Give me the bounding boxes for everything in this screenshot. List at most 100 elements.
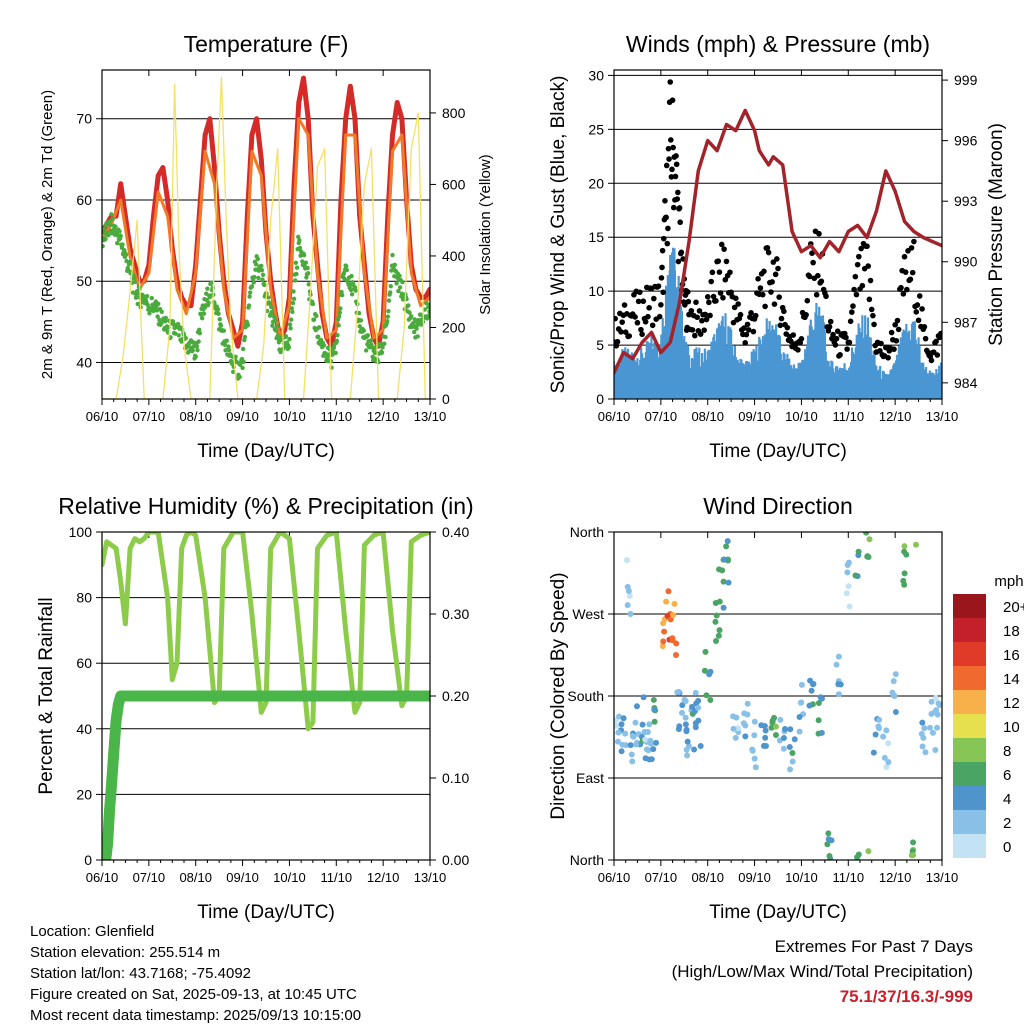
series-2m-td-point: [242, 334, 248, 340]
series-2m-td-point: [290, 309, 295, 315]
y-right-tick-label: 200: [442, 319, 466, 335]
series-2m-td-point: [209, 280, 214, 285]
wind-direction-point: [780, 735, 787, 742]
series-2m-td-point: [215, 307, 221, 312]
series-2m-td-point: [297, 245, 303, 251]
wind-direction-point: [744, 700, 751, 707]
series-gust-point: [759, 291, 766, 298]
wind-direction-point: [707, 696, 714, 703]
series-gust-point: [670, 204, 677, 211]
series-2m-td-point: [240, 346, 246, 352]
series-gust-point: [844, 346, 850, 352]
series-gust-point: [769, 279, 775, 285]
series-solar-insolation: [102, 76, 430, 399]
series-2m-td-point: [344, 267, 350, 273]
wind-direction-point: [891, 692, 898, 699]
elevation-text: Station elevation: 255.514 m: [30, 944, 221, 961]
series-gust-point: [670, 144, 676, 151]
wind-direction-point: [640, 694, 647, 701]
series-gust-point: [776, 294, 782, 300]
series-gust-point: [895, 326, 902, 333]
series-2m-td-point: [132, 279, 137, 285]
wind-direction-point: [732, 734, 739, 741]
series-gust-point: [858, 245, 864, 252]
series-2m-td-point: [290, 300, 296, 306]
wind-direction-point: [901, 581, 908, 588]
series-2m-td-point: [115, 240, 120, 246]
series-2m-td-point: [249, 284, 255, 289]
wind-direction-point: [629, 758, 636, 765]
series-2m-td-point: [337, 310, 342, 315]
wind-direction-point: [921, 725, 928, 732]
wind-direction-point: [618, 748, 625, 755]
wind-direction-point: [843, 590, 850, 597]
series-gust-point: [745, 327, 752, 333]
wind-direction-point: [872, 731, 879, 738]
series-gust-point: [635, 298, 642, 305]
series-gust-point: [852, 273, 859, 280]
series-2m-td-point: [102, 226, 107, 232]
location-text: Location: Glenfield: [30, 923, 155, 940]
wind-direction-point: [810, 680, 817, 687]
wind-direction-point: [798, 699, 805, 706]
series-2m-td-point: [117, 229, 122, 234]
wind-direction-point: [622, 730, 629, 737]
y-tick-label: 60: [76, 655, 92, 671]
series-2m-td-point: [288, 317, 294, 322]
series-gust-point: [639, 331, 645, 338]
colorbar-label: 18: [1003, 623, 1020, 640]
series-2m-td-point: [409, 314, 414, 319]
x-tick-label: 11/10: [320, 870, 352, 885]
series-gust-point: [634, 319, 641, 326]
x-tick-label: 10/10: [785, 870, 818, 885]
station-info: Location: Glenfield Station elevation: 2…: [30, 921, 361, 1026]
series-2m-td-point: [108, 222, 113, 227]
y-tick-label: South: [567, 688, 604, 704]
series-2m-td-point: [400, 279, 405, 285]
wind-direction-point: [835, 681, 842, 688]
x-axis-label: Time (Day/UTC): [709, 441, 847, 462]
series-2m-td-point: [222, 342, 228, 348]
y-right-tick-label: 0.00: [442, 852, 469, 868]
wind-direction-point: [624, 602, 631, 609]
series-2m-td-point: [425, 314, 430, 319]
series-gust-point: [856, 253, 862, 260]
series-gust-point: [723, 258, 730, 265]
series-gust-point: [846, 339, 853, 346]
wind-direction-point: [749, 747, 756, 754]
wind-direction-point: [646, 721, 653, 728]
series-gust-point: [677, 219, 683, 226]
wind-direction-point: [618, 721, 625, 728]
y-right-tick-label: 600: [442, 176, 466, 192]
y-right-tick-label: 984: [954, 375, 978, 391]
series-gust-point: [871, 321, 877, 328]
x-tick-label: 10/10: [273, 870, 306, 885]
wind-direction-point: [721, 556, 728, 563]
series-gust-point: [682, 302, 688, 308]
series-gust-point: [888, 329, 895, 336]
wind-direction-point: [751, 718, 758, 725]
wind-direction-point: [883, 727, 890, 734]
series-gust-point: [827, 318, 834, 325]
series-gust-point: [809, 250, 815, 257]
wind-direction-point: [825, 836, 832, 843]
series-gust-point: [717, 290, 724, 296]
series-gust-point: [907, 276, 914, 283]
series-gust-point: [849, 309, 855, 315]
series-2m-td-point: [335, 333, 340, 338]
series-gust-point: [748, 310, 754, 316]
series-2m-td-point: [387, 290, 393, 295]
wind-direction-point: [653, 739, 660, 746]
series-2m-td-point: [102, 244, 105, 249]
wind-direction-point: [815, 717, 822, 724]
wind-direction-point: [876, 716, 883, 723]
y-right-tick-label: 990: [954, 254, 978, 270]
wind-direction-point: [855, 851, 862, 858]
wind-direction-point: [669, 637, 676, 644]
series-gust-point: [696, 308, 703, 314]
series-gust-point: [772, 271, 779, 278]
x-tick-label: 08/10: [179, 870, 212, 885]
series-2m-td-point: [197, 331, 203, 336]
x-axis-label: Time (Day/UTC): [709, 902, 847, 923]
series-2m-td-point: [294, 265, 300, 270]
